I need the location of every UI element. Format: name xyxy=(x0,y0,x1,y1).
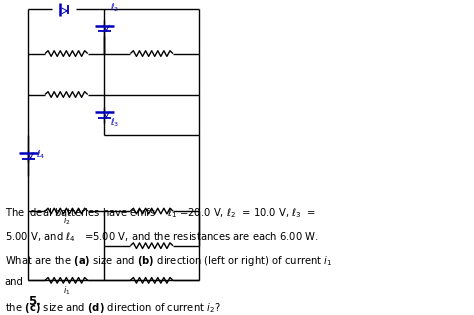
Text: $\ell_3$: $\ell_3$ xyxy=(110,117,119,129)
Text: $i_1$: $i_1$ xyxy=(63,284,70,297)
Text: 5.: 5. xyxy=(28,295,41,307)
Text: $\ell_2$: $\ell_2$ xyxy=(110,2,119,14)
Text: and: and xyxy=(5,277,24,287)
Text: the $\mathbf{(c)}$ size and $\mathbf{(d)}$ direction of current $i_2$?: the $\mathbf{(c)}$ size and $\mathbf{(d)… xyxy=(5,301,220,315)
Text: What are the $\mathbf{(a)}$ size and $\mathbf{(b)}$ direction (left or right) of: What are the $\mathbf{(a)}$ size and $\m… xyxy=(5,254,332,267)
Text: The ideal batteries have emfs    $\ell_1$ =20.0 V, $\ell_2$  = 10.0 V, $\ell_3$ : The ideal batteries have emfs $\ell_1$ =… xyxy=(5,206,316,220)
Text: $\ell_4$: $\ell_4$ xyxy=(36,148,45,161)
Text: 5.00 V, and $\ell_4$   =5.00 V, and the resistances are each 6.00 W.: 5.00 V, and $\ell_4$ =5.00 V, and the re… xyxy=(5,230,319,244)
Text: $i_2$: $i_2$ xyxy=(63,215,70,227)
